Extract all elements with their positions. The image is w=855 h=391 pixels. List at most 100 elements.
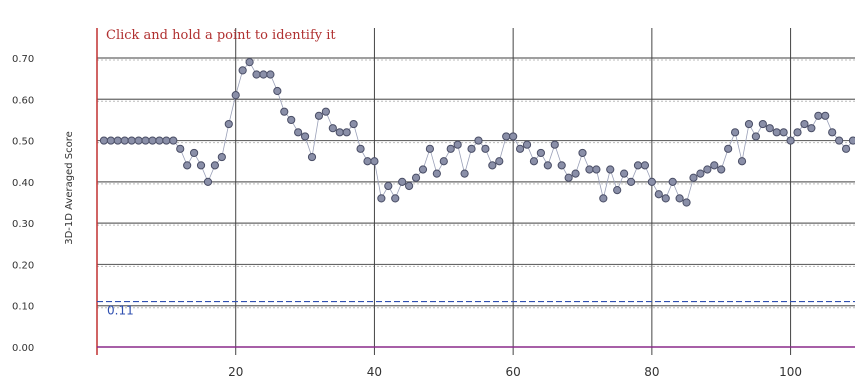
data-point[interactable] <box>467 144 476 153</box>
data-point[interactable] <box>411 173 421 182</box>
data-point[interactable] <box>585 165 594 174</box>
data-point[interactable] <box>640 161 650 170</box>
data-point[interactable] <box>432 169 441 178</box>
data-point[interactable] <box>765 124 774 133</box>
data-point[interactable] <box>287 115 296 125</box>
data-point[interactable] <box>280 107 289 116</box>
data-point[interactable] <box>800 119 809 129</box>
data-point[interactable] <box>647 177 656 186</box>
data-point[interactable] <box>758 119 767 129</box>
data-point[interactable] <box>273 86 282 96</box>
data-point[interactable] <box>314 111 324 120</box>
data-point[interactable] <box>127 136 136 145</box>
data-point[interactable] <box>737 157 747 166</box>
data-point[interactable] <box>522 140 532 149</box>
data-point[interactable] <box>363 157 372 166</box>
data-point[interactable] <box>391 194 400 203</box>
data-point[interactable] <box>848 136 855 145</box>
data-point[interactable] <box>509 132 518 141</box>
data-point[interactable] <box>841 144 851 153</box>
data-point[interactable] <box>772 128 781 137</box>
data-point[interactable] <box>453 140 462 149</box>
data-point[interactable] <box>502 132 511 141</box>
data-point[interactable] <box>779 128 788 137</box>
data-point[interactable] <box>259 70 268 79</box>
data-point[interactable] <box>439 157 448 166</box>
data-point[interactable] <box>99 136 109 145</box>
data-point[interactable] <box>294 128 303 137</box>
data-point[interactable] <box>717 165 726 174</box>
data-point[interactable] <box>134 136 143 145</box>
data-point[interactable] <box>405 181 414 191</box>
data-point[interactable] <box>162 136 171 145</box>
data-point[interactable] <box>744 119 754 129</box>
data-point[interactable] <box>529 157 539 166</box>
data-point[interactable] <box>300 132 310 141</box>
data-point[interactable] <box>425 144 435 153</box>
data-point[interactable] <box>633 161 643 170</box>
data-point[interactable] <box>321 107 330 116</box>
data-point[interactable] <box>724 144 733 153</box>
data-point[interactable] <box>155 136 164 145</box>
data-point[interactable] <box>689 173 698 182</box>
data-point[interactable] <box>196 161 206 170</box>
data-point[interactable] <box>398 177 407 186</box>
data-point[interactable] <box>696 169 705 178</box>
data-point[interactable] <box>606 165 615 174</box>
data-point[interactable] <box>564 173 573 182</box>
data-point[interactable] <box>307 152 317 162</box>
data-point[interactable] <box>814 111 823 120</box>
data-point[interactable] <box>786 136 795 145</box>
data-point[interactable] <box>342 128 351 137</box>
data-point[interactable] <box>550 140 559 149</box>
data-point[interactable] <box>245 58 254 67</box>
data-point[interactable] <box>141 136 150 145</box>
data-point[interactable] <box>474 136 483 145</box>
data-point[interactable] <box>176 144 185 153</box>
data-point[interactable] <box>751 132 760 141</box>
data-point[interactable] <box>661 194 670 203</box>
data-point[interactable] <box>113 136 122 145</box>
data-point[interactable] <box>654 190 663 199</box>
data-point[interactable] <box>557 161 566 170</box>
data-point[interactable] <box>828 128 837 137</box>
data-point[interactable] <box>446 144 455 153</box>
data-point[interactable] <box>710 161 719 170</box>
data-point[interactable] <box>183 161 192 170</box>
data-point[interactable] <box>224 119 233 129</box>
data-point[interactable] <box>821 111 830 120</box>
data-point[interactable] <box>668 177 677 186</box>
data-point[interactable] <box>238 66 247 75</box>
data-point[interactable] <box>703 165 712 174</box>
data-point[interactable] <box>730 128 740 137</box>
data-point[interactable] <box>120 136 129 145</box>
data-point[interactable] <box>613 186 622 195</box>
data-point[interactable] <box>460 169 469 178</box>
data-point[interactable] <box>349 119 358 129</box>
data-point[interactable] <box>807 124 816 133</box>
data-point[interactable] <box>148 136 157 145</box>
data-point[interactable] <box>203 177 213 186</box>
data-point[interactable] <box>356 144 365 153</box>
data-point[interactable] <box>217 152 226 162</box>
data-point[interactable] <box>418 165 428 174</box>
data-point[interactable] <box>481 144 490 153</box>
data-point[interactable] <box>578 148 587 158</box>
data-point[interactable] <box>106 136 115 145</box>
data-point[interactable] <box>626 177 636 186</box>
data-point[interactable] <box>384 181 393 191</box>
data-point[interactable] <box>231 91 240 100</box>
data-point[interactable] <box>793 128 802 137</box>
data-point[interactable] <box>571 169 580 178</box>
data-point[interactable] <box>543 161 552 170</box>
data-point[interactable] <box>620 169 629 178</box>
data-point[interactable] <box>169 136 178 145</box>
data-point[interactable] <box>190 148 199 158</box>
data-point[interactable] <box>252 70 261 79</box>
data-point[interactable] <box>370 157 379 166</box>
data-point[interactable] <box>495 157 504 166</box>
data-point[interactable] <box>328 124 337 133</box>
series-layer[interactable] <box>99 58 855 207</box>
data-point[interactable] <box>835 136 844 145</box>
